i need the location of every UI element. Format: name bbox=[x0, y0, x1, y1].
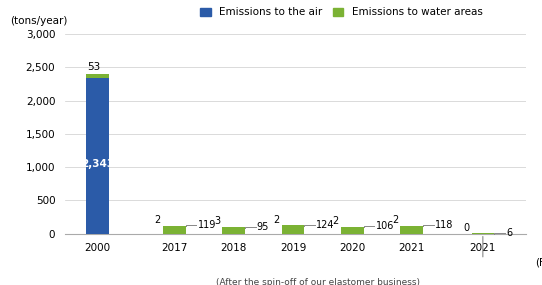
Bar bbox=[341, 227, 364, 234]
Text: 2: 2 bbox=[392, 215, 398, 225]
Text: 95: 95 bbox=[257, 222, 269, 232]
Bar bbox=[401, 226, 423, 234]
Text: (tons/year): (tons/year) bbox=[10, 16, 67, 26]
Text: 2: 2 bbox=[154, 215, 161, 225]
Text: 6: 6 bbox=[506, 228, 512, 238]
Bar bbox=[472, 233, 494, 234]
Bar bbox=[222, 227, 245, 233]
Bar bbox=[163, 226, 186, 234]
Text: 0: 0 bbox=[463, 223, 469, 233]
Legend: Emissions to the air, Emissions to water areas: Emissions to the air, Emissions to water… bbox=[201, 7, 482, 17]
Text: 118: 118 bbox=[435, 220, 453, 230]
Text: (After the spin-off of our elastomer business): (After the spin-off of our elastomer bus… bbox=[216, 278, 421, 285]
Text: (FY): (FY) bbox=[535, 258, 542, 268]
Text: 119: 119 bbox=[197, 220, 216, 230]
Text: 53: 53 bbox=[88, 62, 101, 72]
Text: 2: 2 bbox=[332, 216, 339, 226]
Text: 124: 124 bbox=[316, 220, 334, 230]
Text: 2,343: 2,343 bbox=[81, 158, 114, 169]
Text: 2: 2 bbox=[273, 215, 279, 225]
Bar bbox=[86, 74, 108, 78]
Bar bbox=[86, 78, 108, 234]
Text: 3: 3 bbox=[214, 216, 220, 226]
Bar bbox=[282, 225, 304, 234]
Text: 106: 106 bbox=[376, 221, 394, 231]
